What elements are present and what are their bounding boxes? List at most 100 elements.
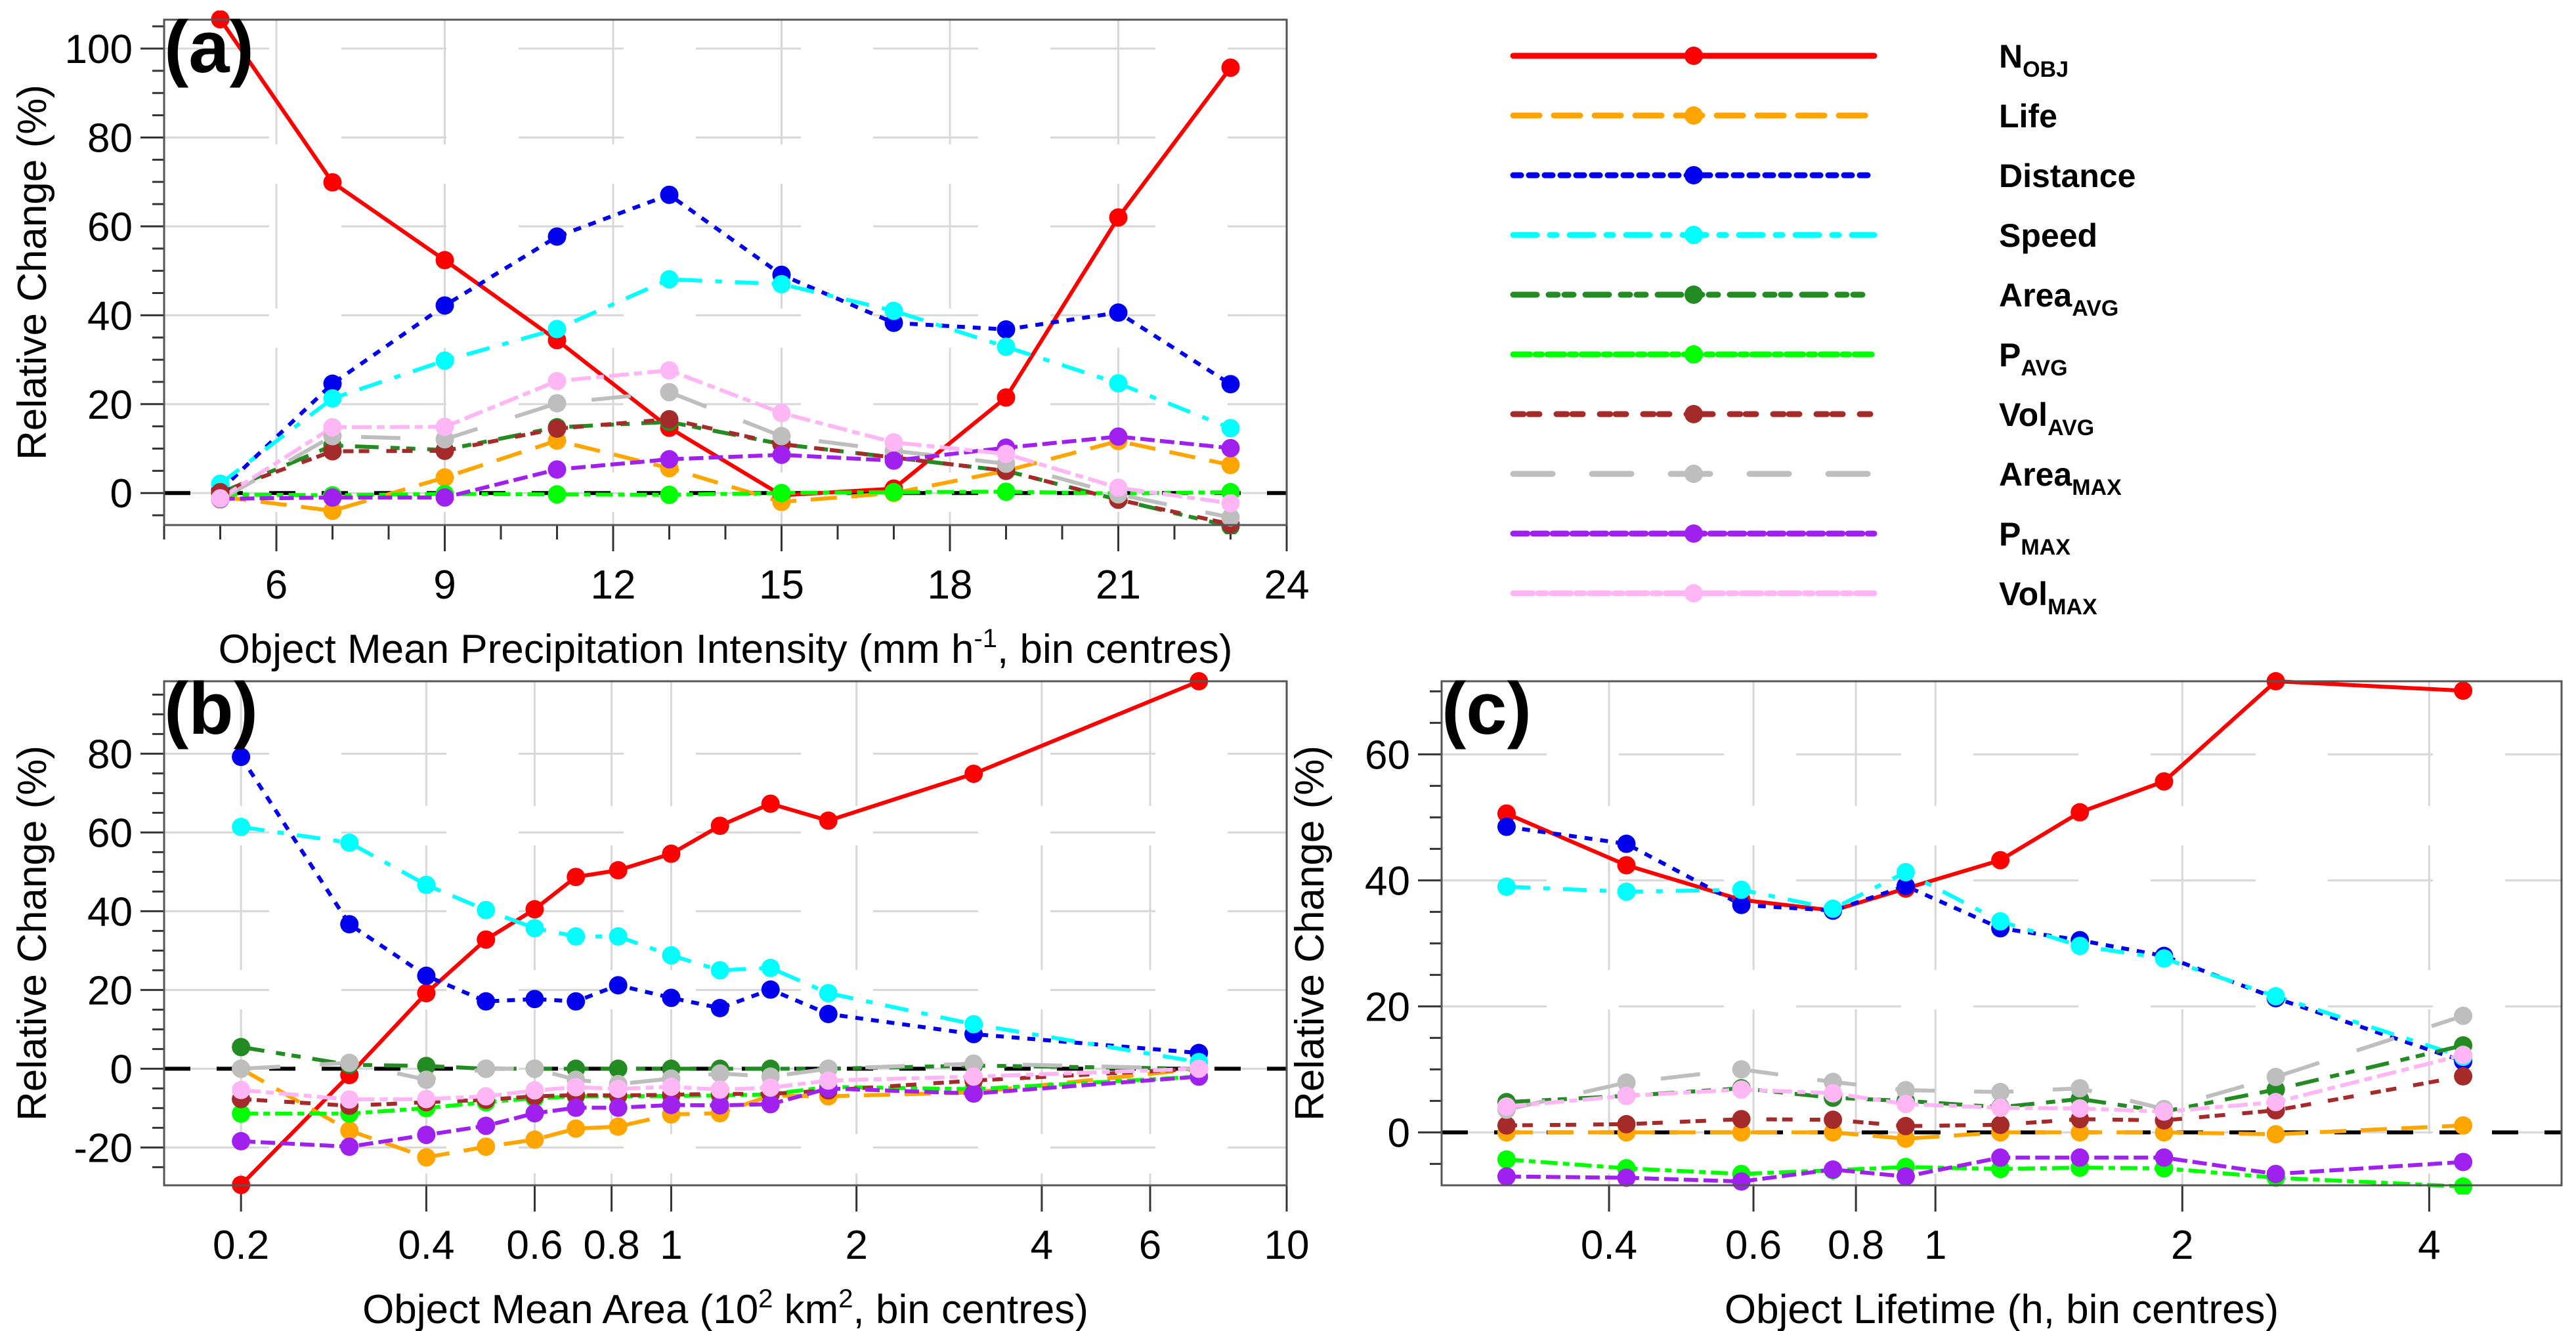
legend-label-main: Vol bbox=[1999, 396, 2048, 433]
series-line-PAVG bbox=[220, 490, 1231, 497]
data-point-Speed bbox=[1732, 880, 1751, 899]
data-point-Distance bbox=[435, 296, 454, 315]
data-point-Speed bbox=[884, 301, 903, 320]
data-point-Speed bbox=[710, 961, 729, 980]
data-point-PAVG bbox=[772, 484, 791, 503]
data-point-PMAX bbox=[2155, 1148, 2174, 1167]
data-point-PMAX bbox=[1824, 1160, 1843, 1179]
series-line-AreaAVG bbox=[1506, 1043, 2464, 1114]
x-tick-label: 6 bbox=[265, 562, 288, 608]
x-axis-label: Object Mean Precipitation Intensity (mm … bbox=[219, 624, 1233, 672]
data-point-NOBJ bbox=[819, 811, 838, 830]
data-point-Speed bbox=[567, 927, 586, 946]
data-point-VolAVG bbox=[1617, 1114, 1636, 1133]
data-point-Speed bbox=[2266, 987, 2285, 1005]
series-group bbox=[232, 672, 1209, 1194]
data-point-AreaMAX bbox=[1991, 1082, 2010, 1101]
legend-marker bbox=[1685, 405, 1703, 423]
data-point-NOBJ bbox=[567, 868, 586, 887]
data-point-Life bbox=[2071, 1123, 2090, 1142]
series-line-AreaMAX bbox=[219, 390, 1232, 520]
data-point-AreaMAX bbox=[525, 1059, 544, 1078]
data-point-Speed bbox=[1617, 882, 1636, 901]
data-point-NOBJ bbox=[1991, 851, 2010, 870]
data-point-VolMAX bbox=[1497, 1097, 1516, 1116]
legend-marker bbox=[1685, 465, 1703, 483]
data-point-Speed bbox=[819, 984, 838, 1003]
data-point-VolMAX bbox=[1732, 1080, 1751, 1099]
y-tick-label: 60 bbox=[1365, 732, 1410, 778]
data-point-Distance bbox=[1617, 834, 1636, 853]
data-point-Distance bbox=[761, 980, 780, 999]
series-line-VolAVG bbox=[1506, 1074, 2464, 1128]
y-tick-label: 80 bbox=[87, 732, 133, 777]
legend-marker bbox=[1685, 285, 1703, 304]
data-point-VolMAX bbox=[660, 361, 679, 380]
legend-label: PMAX bbox=[1999, 516, 2071, 560]
panel-b: 0.2 0.4 0.6 0.8 1 2 4 6 10 -20 0 20 40 60 80 Relative C… bbox=[10, 667, 1309, 1331]
data-point-NOBJ bbox=[477, 930, 496, 949]
y-tick-label: 0 bbox=[110, 1047, 133, 1092]
data-point-Life bbox=[2266, 1125, 2285, 1144]
data-point-VolMAX bbox=[1824, 1084, 1843, 1103]
data-point-AreaMAX bbox=[232, 1059, 251, 1078]
legend-label-subscript: AVG bbox=[2072, 296, 2118, 321]
data-point-AreaMAX bbox=[477, 1059, 496, 1078]
legend-label-subscript: AVG bbox=[2021, 356, 2067, 381]
data-point-PMAX bbox=[417, 1126, 436, 1145]
data-point-AreaAVG bbox=[232, 1038, 251, 1057]
series-line-Speed bbox=[1506, 870, 2464, 1059]
data-point-PMAX bbox=[1732, 1172, 1751, 1191]
data-point-VolAVG bbox=[2454, 1067, 2473, 1086]
data-point-PMAX bbox=[1221, 438, 1240, 457]
y-tick-label: 0 bbox=[110, 471, 133, 517]
legend-marker bbox=[1685, 166, 1703, 184]
y-tick-label: 40 bbox=[87, 889, 133, 935]
series-group bbox=[211, 11, 1240, 534]
legend-marker bbox=[1685, 226, 1703, 244]
data-point-Speed bbox=[997, 337, 1016, 356]
legend-label: AreaMAX bbox=[1999, 456, 2122, 500]
data-point-NOBJ bbox=[435, 251, 454, 270]
legend-item-NOBJ: NOBJ bbox=[1510, 38, 2069, 82]
data-point-Life bbox=[525, 1130, 544, 1149]
data-point-PMAX bbox=[662, 1095, 681, 1114]
data-point-PMAX bbox=[323, 488, 342, 507]
legend-label-main: Life bbox=[1999, 98, 2057, 135]
data-point-Life bbox=[1732, 1123, 1751, 1142]
x-tick-label: 0.6 bbox=[506, 1223, 563, 1268]
data-point-PAVG bbox=[547, 485, 567, 504]
y-tick-label: 60 bbox=[87, 811, 133, 856]
data-point-Distance bbox=[662, 988, 681, 1007]
legend-marker bbox=[1685, 345, 1703, 364]
y-tick-label: 20 bbox=[87, 383, 133, 428]
legend-label-subscript: AVG bbox=[2048, 415, 2094, 440]
data-point-PMAX bbox=[2266, 1164, 2285, 1183]
data-point-NOBJ bbox=[964, 765, 983, 783]
legend-item-PAVG: PAVG bbox=[1510, 337, 2068, 381]
legend-label-main: P bbox=[1999, 337, 2021, 373]
axes: 0.2 0.4 0.6 0.8 1 2 4 6 10 -20 0 20 40 60 80 Relative C… bbox=[10, 693, 1310, 1331]
data-point-PMAX bbox=[477, 1116, 496, 1135]
data-point-AreaAVG bbox=[609, 1059, 628, 1078]
legend-label: NOBJ bbox=[1999, 38, 2069, 82]
data-point-Speed bbox=[340, 834, 359, 852]
x-tick-label: 1 bbox=[660, 1223, 682, 1268]
plot-frame bbox=[163, 680, 1288, 1187]
legend-label-main: Area bbox=[1999, 456, 2072, 493]
data-point-PMAX bbox=[567, 1098, 586, 1117]
legend-label: Speed bbox=[1999, 217, 2097, 254]
data-point-PMAX bbox=[340, 1137, 359, 1156]
x-tick-label: 10 bbox=[1264, 1223, 1310, 1268]
data-point-PMAX bbox=[964, 1084, 983, 1103]
data-point-PMAX bbox=[547, 460, 567, 479]
legend-marker bbox=[1685, 47, 1703, 65]
y-tick-label: 100 bbox=[65, 27, 133, 72]
data-point-Life bbox=[340, 1121, 359, 1140]
y-tick-label: 20 bbox=[1365, 984, 1410, 1030]
data-point-AreaMAX bbox=[1896, 1081, 1915, 1100]
x-axis-label-part: Object Lifetime (h, bin centres) bbox=[1725, 1287, 2279, 1331]
data-point-Life bbox=[1896, 1129, 1915, 1148]
